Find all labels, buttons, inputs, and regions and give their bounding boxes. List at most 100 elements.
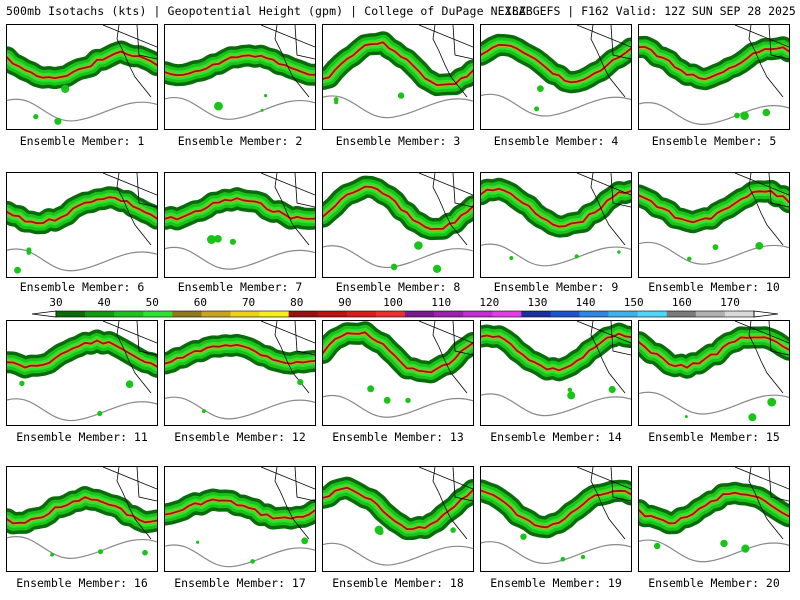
ensemble-member-label: Ensemble Member: 12: [174, 430, 306, 444]
colorbar-tick-label: 70: [241, 296, 256, 309]
coastline: [576, 467, 631, 540]
ensemble-member-map: [638, 320, 790, 426]
isotach-band: [165, 498, 315, 520]
isotach-blob: [229, 238, 236, 245]
colorbar-tick-label: 90: [338, 296, 352, 309]
isotach-blob: [97, 410, 103, 417]
isotach-blob: [755, 242, 764, 250]
height-contour: [165, 544, 315, 568]
isotach-blob: [33, 114, 39, 120]
colorbar-swatch: [230, 311, 260, 317]
isotach-blob: [433, 264, 442, 273]
ensemble-member-label: Ensemble Member: 7: [177, 280, 303, 294]
colorbar-swatch: [463, 311, 493, 317]
colorbar-tick-label: 50: [145, 296, 159, 309]
colorbar-swatch: [434, 311, 464, 317]
ensemble-member-map: [164, 172, 316, 278]
isotach-blob: [617, 250, 621, 254]
colorbar-swatch: [172, 311, 202, 317]
colorbar-swatch: [405, 311, 435, 317]
isotach-band: [481, 187, 631, 228]
isotach-band: [165, 344, 315, 365]
isotach-blob: [374, 525, 384, 535]
height-contour: [165, 396, 315, 420]
colorbar-tick-label: 100: [383, 296, 403, 309]
ensemble-member-label: Ensemble Member: 4: [493, 134, 619, 148]
ensemble-member-map: [6, 466, 158, 572]
ensemble-member-label: Ensemble Member: 8: [335, 280, 461, 294]
height-contour: [165, 96, 315, 120]
ensemble-member-map: [480, 24, 632, 130]
isotach-blob: [509, 256, 514, 260]
isotach-band: [7, 50, 157, 79]
isotach-blob: [534, 106, 540, 112]
coastline: [102, 25, 157, 98]
ensemble-member-map: [322, 24, 474, 130]
colorbar-tick-label: 60: [193, 296, 208, 309]
isotach-band: [481, 489, 631, 529]
isotach-blob: [207, 235, 216, 244]
ensemble-member-map: [6, 24, 158, 130]
coastline: [260, 25, 315, 98]
isotach-blob: [574, 254, 579, 259]
isotach-band: [639, 46, 789, 81]
coastline: [576, 321, 631, 394]
colorbar-swatch: [695, 311, 726, 317]
isotach-blob: [202, 409, 206, 414]
colorbar-swatch: [724, 311, 755, 317]
colorbar-swatch: [259, 311, 289, 317]
coastline: [102, 173, 157, 246]
ensemble-member-label: Ensemble Member: 3: [335, 134, 461, 148]
ensemble-member-label: Ensemble Member: 13: [332, 430, 464, 444]
ensemble-member-label: Ensemble Member: 18: [332, 576, 464, 590]
ensemble-member-map: [480, 466, 632, 572]
height-contour: [481, 393, 631, 417]
isotach-blob: [405, 397, 411, 404]
isotach-blob: [687, 256, 692, 261]
isotach-blob: [712, 244, 719, 250]
ensemble-member-label: Ensemble Member: 1: [19, 134, 145, 148]
ensemble-member-label: Ensemble Member: 16: [16, 576, 148, 590]
height-contour: [481, 93, 631, 117]
isotach-blob: [98, 549, 103, 555]
ensemble-member-label: Ensemble Member: 9: [493, 280, 619, 294]
isotach-blob: [397, 92, 405, 99]
isotach-blob: [390, 263, 398, 271]
colorbar-left-arrow: [31, 310, 57, 318]
isotach-blob: [762, 108, 771, 117]
height-contour: [323, 394, 473, 418]
isotach-blob: [654, 542, 661, 550]
height-contour: [639, 539, 789, 563]
isotach-blob: [297, 379, 304, 386]
isotach-blob: [214, 101, 223, 111]
ensemble-member-label: Ensemble Member: 5: [651, 134, 777, 148]
isotach-blob: [684, 415, 688, 419]
isotach-blob: [450, 527, 456, 533]
isotach-blob: [720, 539, 728, 548]
isotach-blob: [748, 413, 757, 422]
isotach-blob: [260, 108, 264, 112]
isotach-band: [639, 491, 789, 525]
height-contour: [323, 245, 473, 269]
coastline: [418, 25, 473, 98]
isotach-blob: [301, 537, 309, 545]
colorbar-swatch: [288, 311, 319, 317]
colorbar-tick-label: 130: [527, 296, 548, 309]
isotach-colorbar: [16, 296, 792, 320]
colorbar-tick-label: 140: [575, 296, 596, 309]
isotach-blob: [214, 235, 222, 243]
isotach-blob: [537, 85, 544, 92]
colorbar-swatch: [521, 311, 551, 317]
colorbar-swatch: [56, 311, 86, 317]
isotach-blob: [19, 380, 25, 387]
coastline: [418, 321, 473, 394]
isotach-blob: [608, 385, 616, 394]
isotach-blob: [560, 556, 566, 562]
isotach-band: [323, 185, 473, 230]
colorbar-frame: [55, 310, 755, 318]
isotach-blob: [580, 554, 586, 560]
isotach-band: [323, 41, 473, 86]
ensemble-member-label: Ensemble Member: 2: [177, 134, 303, 148]
isotach-band: [7, 196, 157, 225]
isotach-blob: [567, 387, 572, 392]
